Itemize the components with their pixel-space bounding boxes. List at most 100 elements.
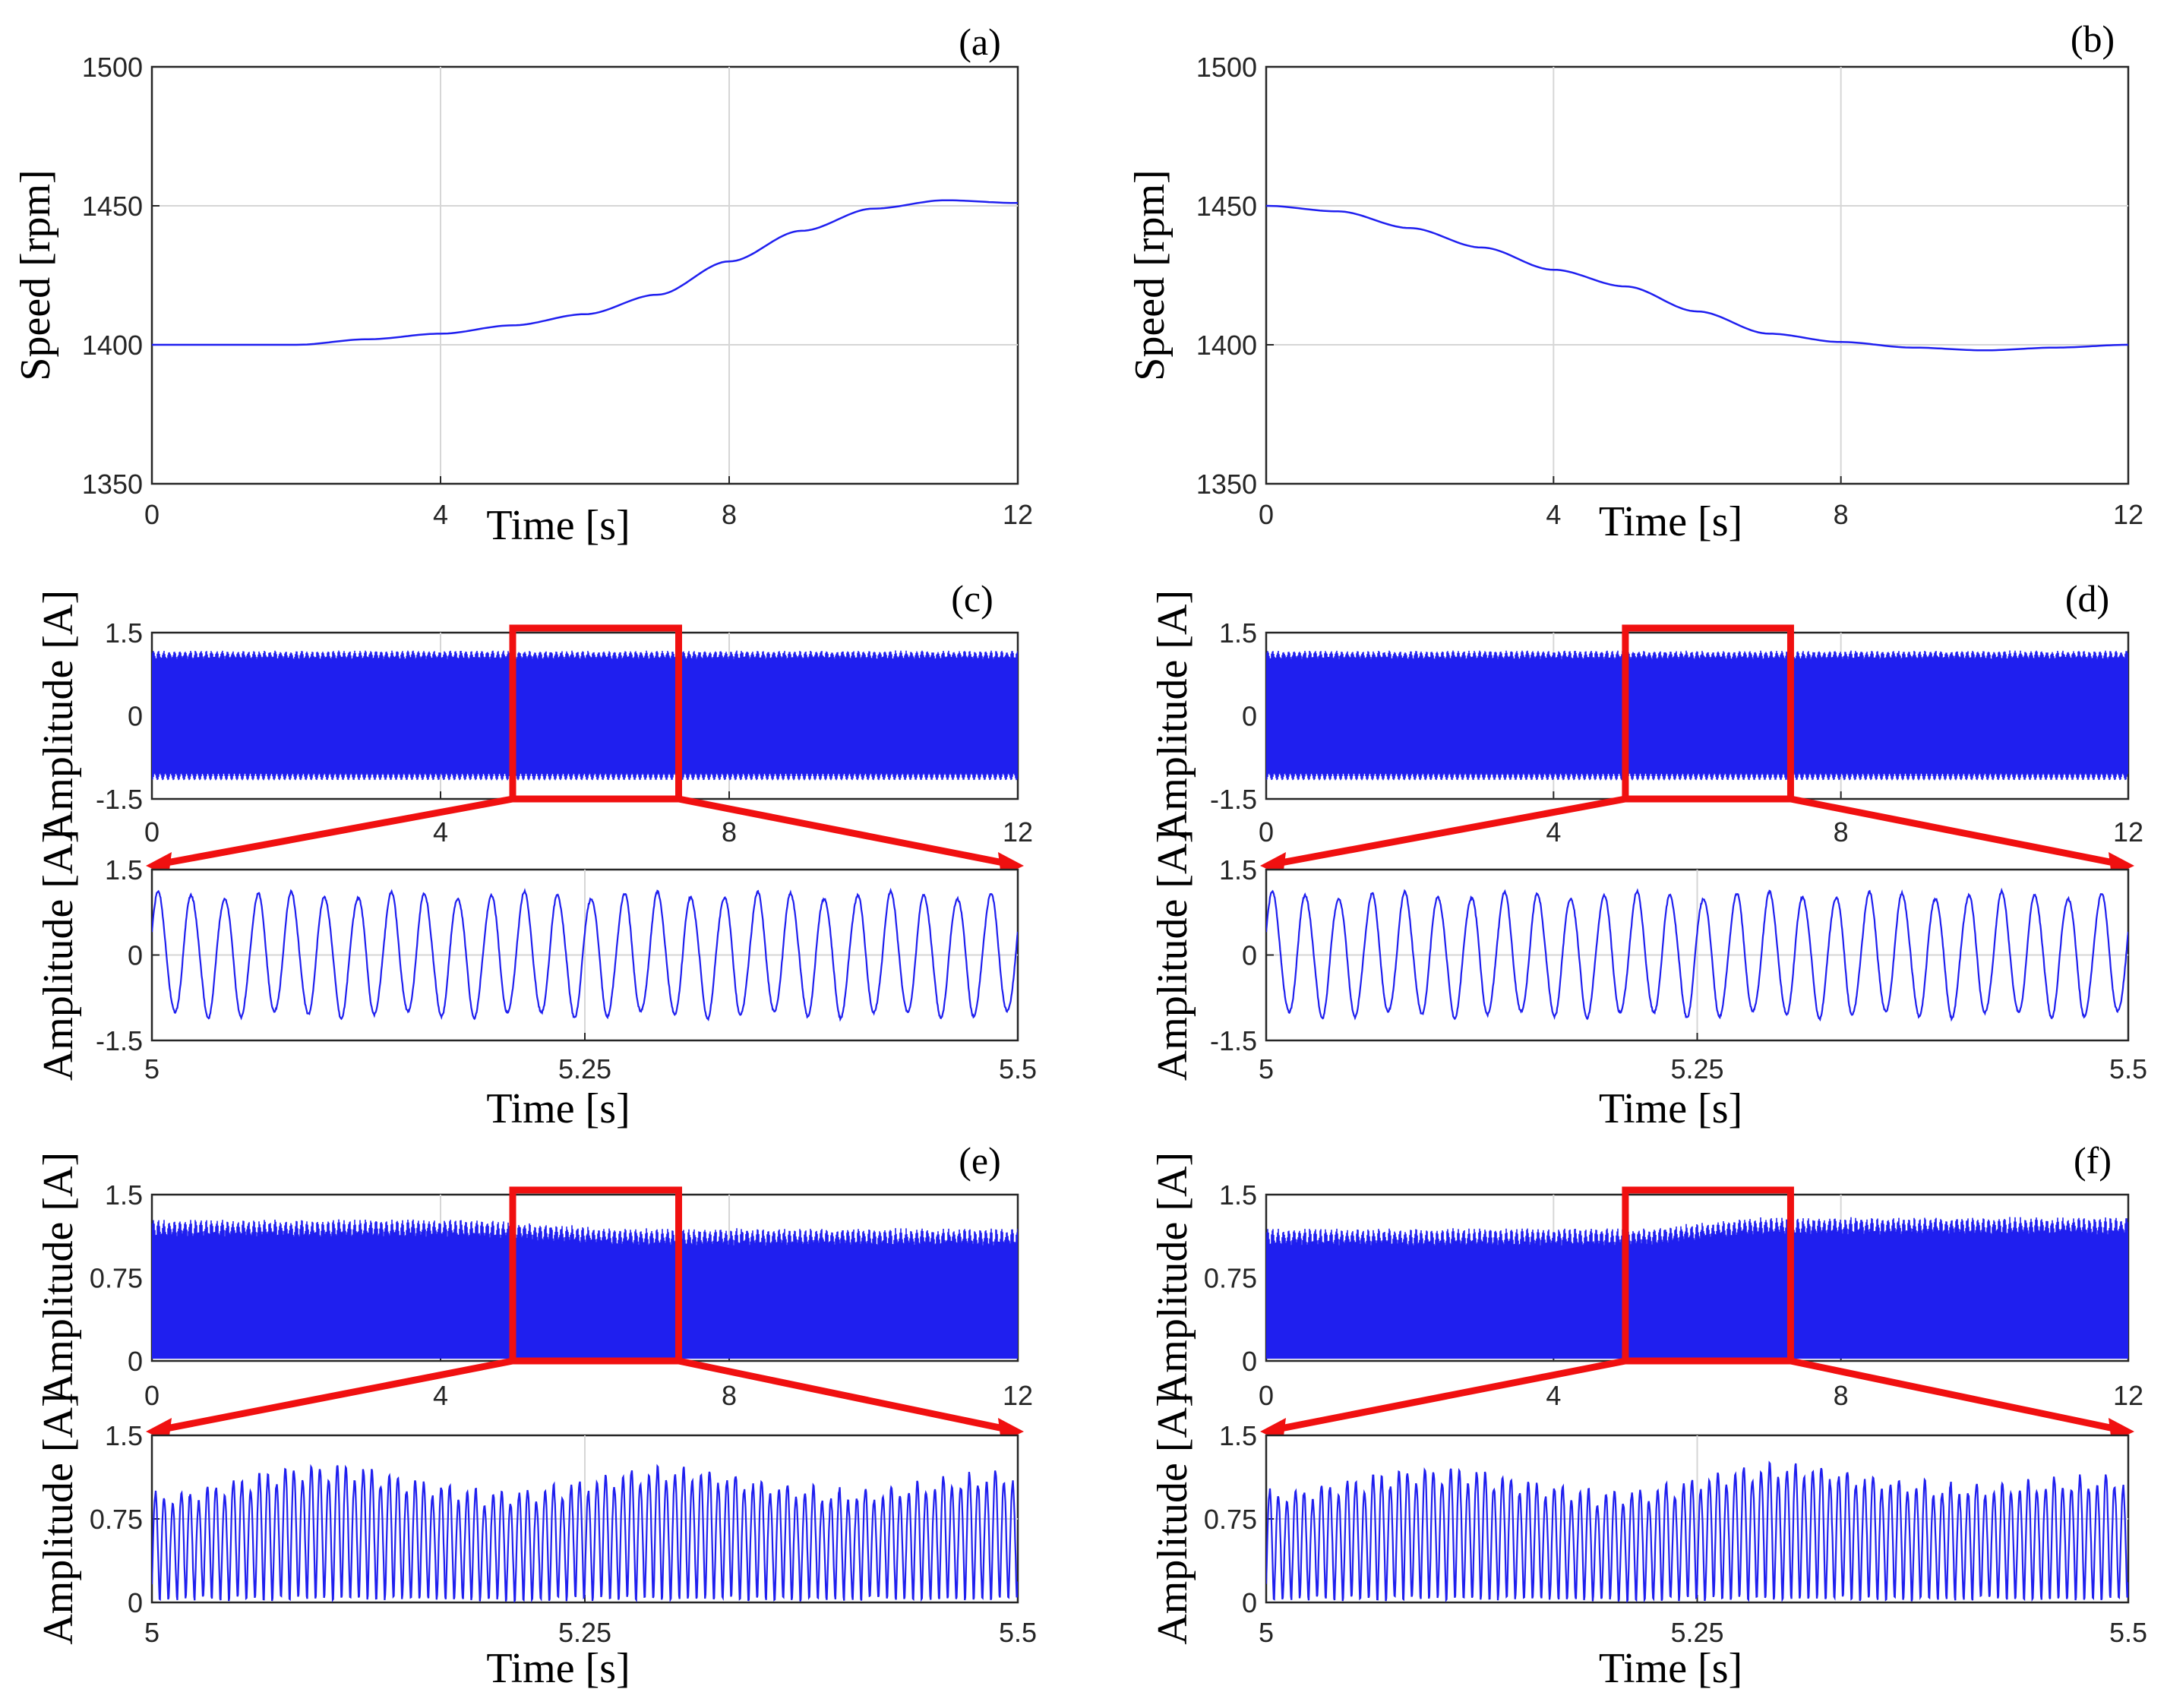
- series-signal: [1266, 650, 2128, 781]
- chart-5: 5 5.25 5.5 -1.5 0 1.5 Time [s] Amplitude [A]: [1149, 829, 2147, 1132]
- series-waveform: [152, 1463, 1018, 1602]
- x-axis-label: Time [s]: [1599, 1645, 1742, 1692]
- y-tick-label: 1400: [1196, 330, 1257, 361]
- x-tick-label: 5.25: [1670, 1053, 1723, 1084]
- panel-label: (e): [959, 1139, 1001, 1182]
- x-tick-label: 4: [1546, 1380, 1561, 1411]
- chart-7: 5 5.25 5.5 0 0.75 1.5 Time [s] Amplitude [A]: [35, 1393, 1037, 1692]
- y-tick-label: 1.5: [105, 617, 143, 649]
- zoom-arrow-line: [162, 795, 513, 867]
- series-waveform: [152, 887, 1018, 1022]
- x-tick-label: 4: [433, 816, 448, 848]
- y-axis-label: Speed [rpm]: [1126, 169, 1174, 380]
- zoom-box: [509, 624, 682, 803]
- x-tick-label: 0: [1259, 1380, 1274, 1411]
- x-tick-label: 8: [722, 1380, 737, 1411]
- y-tick-label: -1.5: [1210, 784, 1257, 815]
- panel-label: (f): [2074, 1139, 2112, 1182]
- y-tick-label: -1.5: [96, 784, 143, 815]
- y-tick-label: 1.5: [1219, 1179, 1257, 1211]
- x-tick-label: 5.25: [558, 1617, 611, 1648]
- x-tick-label: 5.5: [999, 1053, 1037, 1084]
- x-tick-label: 0: [1259, 499, 1274, 530]
- y-tick-label: 0.75: [90, 1263, 143, 1294]
- y-tick-label: -1.5: [1210, 1025, 1257, 1056]
- y-axis-label: Amplitude [A]: [35, 829, 82, 1081]
- chart-0: 0 4 8 12 1350 1400 1450 1500 Time [s] Speed [rpm]…: [12, 21, 1033, 549]
- y-axis-label: Amplitude [A]: [1149, 1152, 1196, 1403]
- y-tick-label: 0: [128, 701, 143, 732]
- x-axis-label: Time [s]: [1599, 498, 1742, 545]
- y-tick-label: 0: [1242, 701, 1257, 732]
- x-axis-label: Time [s]: [1599, 1085, 1742, 1132]
- series-waveform: [1266, 1460, 2128, 1602]
- y-tick-label: 0.75: [1204, 1504, 1257, 1535]
- y-tick-label: 0: [128, 1587, 143, 1618]
- y-tick-label: 1.5: [105, 854, 143, 886]
- y-axis-label: Speed [rpm]: [12, 169, 59, 380]
- y-axis-label: Amplitude [A]: [35, 1393, 82, 1644]
- panel-label: (c): [951, 577, 993, 620]
- x-tick-label: 8: [722, 816, 737, 848]
- y-tick-label: 0: [128, 1346, 143, 1377]
- x-tick-label: 0: [1259, 816, 1274, 848]
- x-axis-label: Time [s]: [486, 502, 630, 549]
- y-tick-label: -1.5: [96, 1025, 143, 1056]
- x-tick-label: 4: [433, 1380, 448, 1411]
- y-tick-label: 1.5: [105, 1179, 143, 1211]
- y-tick-label: 0: [1242, 1346, 1257, 1377]
- chart-6: 0 4 8 12 0 0.75 1.5 Amplitude [A] (e): [35, 1139, 1033, 1442]
- x-tick-label: 5.5: [999, 1617, 1037, 1648]
- y-tick-label: 1500: [1196, 52, 1257, 83]
- zoom-arrow-line: [1276, 795, 1626, 867]
- x-tick-label: 12: [2113, 499, 2143, 530]
- x-tick-label: 8: [1834, 1380, 1849, 1411]
- zoom-arrow-line: [1276, 1357, 1626, 1433]
- y-tick-label: 1.5: [105, 1420, 143, 1451]
- y-axis-label: Amplitude [A]: [1149, 590, 1196, 841]
- y-tick-label: 0: [128, 940, 143, 971]
- x-tick-label: 8: [1834, 816, 1849, 848]
- plot-frame: [150, 65, 1019, 485]
- y-tick-label: 1.5: [1219, 617, 1257, 649]
- x-tick-label: 8: [722, 499, 737, 530]
- panel-label: (a): [959, 21, 1001, 63]
- zoom-arrow-line: [1790, 1357, 2118, 1433]
- y-tick-label: 1350: [1196, 469, 1257, 500]
- x-tick-label: 12: [1003, 499, 1033, 530]
- series-signal: [152, 650, 1018, 781]
- y-tick-label: 0.75: [90, 1504, 143, 1535]
- chart-9: 5 5.25 5.5 0 0.75 1.5 Time [s] Amplitude [A]: [1149, 1393, 2147, 1692]
- zoom-arrow-line: [1790, 795, 2118, 867]
- chart-1: 0 4 8 12 1350 1400 1450 1500 Time [s] Speed [rpm]…: [1126, 17, 2143, 545]
- y-tick-label: 0: [1242, 940, 1257, 971]
- panel-label: (b): [2071, 17, 2115, 60]
- y-axis-label: Amplitude [A]: [1149, 829, 1196, 1081]
- x-tick-label: 5: [144, 1617, 160, 1648]
- y-tick-label: 1400: [82, 330, 143, 361]
- x-tick-label: 4: [433, 499, 448, 530]
- y-tick-label: 1450: [1196, 191, 1257, 222]
- x-tick-label: 5: [144, 1053, 160, 1084]
- x-tick-label: 0: [144, 1380, 160, 1411]
- zoom-box: [1622, 1186, 1794, 1365]
- y-axis-label: Amplitude [A]: [1149, 1393, 1196, 1644]
- series-line: [152, 199, 1018, 346]
- y-tick-label: 1.5: [1219, 1420, 1257, 1451]
- y-tick-label: 1.5: [1219, 854, 1257, 886]
- series-waveform: [1266, 887, 2128, 1022]
- x-tick-label: 4: [1546, 499, 1561, 530]
- panel-label: (d): [2065, 577, 2109, 620]
- chart-3: 5 5.25 5.5 -1.5 0 1.5 Time [s] Amplitude [A]: [35, 829, 1037, 1132]
- y-tick-label: 1500: [82, 52, 143, 83]
- x-tick-label: 12: [2113, 1380, 2143, 1411]
- chart-8: 0 4 8 12 0 0.75 1.5 Amplitude [A] (f): [1149, 1139, 2143, 1442]
- y-tick-label: 1350: [82, 469, 143, 500]
- series-line: [1266, 204, 2128, 352]
- x-tick-label: 5.5: [2109, 1053, 2147, 1084]
- zoom-box: [509, 1186, 682, 1365]
- x-tick-label: 8: [1834, 499, 1849, 530]
